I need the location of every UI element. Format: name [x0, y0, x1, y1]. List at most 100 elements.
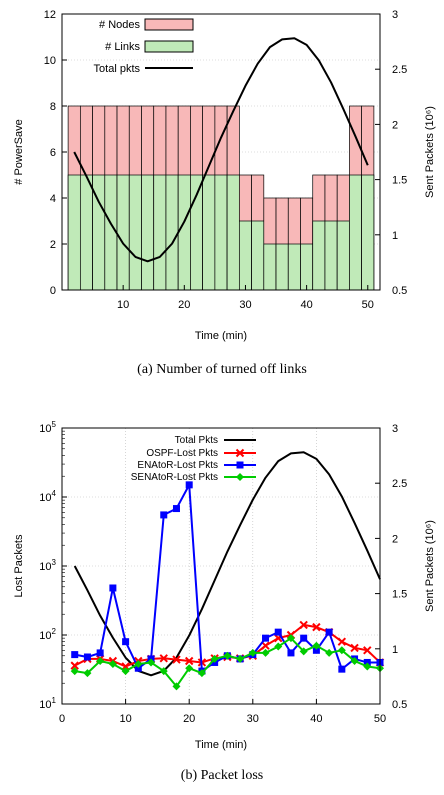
chart2-point-enator-lost-pkts: [363, 658, 371, 666]
chart2-line-enator-lost-pkts: [74, 483, 380, 673]
chart1-legend-links-swatch: [144, 40, 194, 53]
chart2-y2tick-label: 3: [392, 423, 398, 435]
chart2-y2tick-label: 0.5: [392, 699, 407, 711]
chart2-y2tick-label: 2: [392, 533, 398, 545]
chart2-point-senator-lost-pkts: [83, 669, 92, 678]
chart1-line-total-pkts: [73, 37, 369, 263]
chart2-ytick-label: 103: [39, 558, 56, 573]
chart2-y2label: Sent Packets (10⁶): [424, 520, 436, 612]
chart2-point-ospf-lost-pkts-stroke: [172, 655, 181, 664]
chart2-xtick-label: 20: [183, 713, 195, 725]
chart1-bar-links: [67, 174, 81, 291]
chart2-point-ospf-lost-pkts: [363, 646, 372, 655]
chart1-line: [73, 37, 369, 263]
chart1-xlabel: Time (min): [195, 330, 247, 342]
chart2-point-enator-lost-pkts: [262, 634, 270, 642]
chart1-xtick-label: 20: [178, 299, 190, 311]
chart2-xtick-label: 0: [59, 713, 65, 725]
chart2-ytick-label: 101: [39, 696, 56, 711]
chart2-ytick-label: 105: [39, 420, 56, 435]
chart2-point-senator-lost-pkts: [248, 648, 257, 657]
chart2-point-ospf-lost-pkts-stroke: [337, 637, 347, 646]
chart2-xtick-label: 40: [310, 713, 322, 725]
chart1-y2tick-label: 1: [392, 230, 398, 242]
chart1-bar-links: [177, 174, 191, 291]
chart1-bar-links: [251, 220, 265, 291]
chart2-series-senator-lost-pkts: [70, 634, 384, 691]
chart2-series-total-pkts: [73, 451, 381, 677]
chart1-xtick-label: 30: [239, 299, 251, 311]
chart2-ytick-label: 102: [39, 627, 56, 642]
chart2-y2tick-label: 2.5: [392, 478, 407, 490]
chart2-point-enator-lost-pkts: [312, 646, 320, 654]
chart2-ylabel: Lost Packets: [13, 534, 25, 597]
chart2-point-senator-lost-pkts: [286, 634, 295, 643]
chart2-point-senator-lost-pkts: [337, 646, 346, 655]
chart1-y2tick-label: 0.5: [392, 285, 407, 297]
chart1-y2tick-label: 2.5: [392, 64, 407, 76]
chart2-point-senator-lost-pkts: [312, 641, 321, 650]
chart1-ytick-label: 2: [50, 239, 56, 251]
chart2-point-enator-lost-pkts: [134, 664, 142, 672]
caption-b: (b) Packet loss: [180, 768, 264, 783]
chart2-legend-marker-senator-lost-pkts: [236, 473, 244, 481]
chart2-point-ospf-lost-pkts: [70, 661, 79, 670]
chart1-ytick-label: 4: [50, 193, 56, 205]
caption-a: (a) Number of turned off links: [137, 362, 307, 377]
chart1-legend-links-label: # Links: [105, 41, 140, 53]
chart2-point-senator-lost-pkts: [134, 659, 143, 668]
chart2-point-enator-lost-pkts: [287, 649, 295, 657]
chart1-bar-links: [128, 174, 142, 291]
chart2-point-ospf-lost-pkts: [350, 643, 359, 653]
chart2-xtick-label: 30: [247, 713, 259, 725]
chart2-line-total-pkts: [73, 451, 381, 677]
chart1-bar-links: [190, 174, 204, 291]
chart2-point-senator-lost-pkts: [350, 656, 359, 665]
chart2-point-senator-lost-pkts: [185, 664, 194, 673]
chart2-point-senator-lost-pkts: [274, 642, 283, 651]
chart2-point-senator-lost-pkts: [197, 669, 206, 678]
chart2-point-enator-lost-pkts: [160, 511, 168, 519]
chart1-ytick-label: 10: [44, 55, 56, 67]
chart1-legend: # Nodes # Links Total pkts: [94, 18, 194, 75]
chart2-point-enator-lost-pkts: [109, 584, 117, 592]
chart2-ytick-label: 104: [39, 489, 56, 504]
chart1-bar-links: [202, 174, 216, 291]
chart2-point-senator-lost-pkts: [299, 647, 308, 656]
chart2-point-enator-lost-pkts: [338, 665, 346, 673]
chart1-bar-links: [141, 174, 155, 291]
chart1-bar-links: [349, 174, 363, 291]
chart1-ytick-label: 6: [50, 147, 56, 159]
chart2-y2tick-label: 1: [392, 644, 398, 656]
chart1-y2tick-label: 1.5: [392, 175, 407, 187]
chart1-bar-links: [226, 174, 240, 291]
chart1-xtick-label: 40: [300, 299, 312, 311]
chart1-bar-links: [361, 174, 375, 291]
chart2-point-senator-lost-pkts: [147, 658, 156, 667]
chart2-legend-marker-ospf-lost-pkts-stroke: [235, 448, 245, 458]
chart2-point-ospf-lost-pkts-stroke: [363, 646, 372, 655]
chart1-bar-links: [263, 243, 277, 291]
chart2-point-ospf-lost-pkts: [172, 655, 181, 664]
chart1-ylabel: # PowerSave: [13, 119, 25, 184]
chart1-bar-links: [275, 243, 289, 291]
chart2-point-enator-lost-pkts: [122, 638, 130, 646]
chart2-point-senator-lost-pkts: [210, 654, 219, 663]
chart2-legend-marker-ospf-lost-pkts: [235, 448, 245, 458]
chart2-lines: [70, 451, 385, 691]
chart1-legend-total-label: Total pkts: [94, 63, 141, 75]
chart1-bar-links: [336, 220, 350, 291]
chart2-point-senator-lost-pkts: [261, 648, 270, 657]
chart2-point-enator-lost-pkts: [83, 653, 91, 661]
chart2-point-enator-lost-pkts: [71, 651, 79, 659]
chart1-bar-links: [300, 243, 314, 291]
chart1-ytick-label: 0: [50, 285, 56, 297]
chart1-bar-links: [79, 174, 93, 291]
chart2-legend-label-enator-lost-pkts: ENAtoR-Lost Pkts: [137, 460, 218, 471]
chart2-point-enator-lost-pkts: [96, 649, 104, 657]
chart1-bar-links: [312, 220, 326, 291]
chart2-point-enator-lost-pkts: [185, 481, 193, 489]
